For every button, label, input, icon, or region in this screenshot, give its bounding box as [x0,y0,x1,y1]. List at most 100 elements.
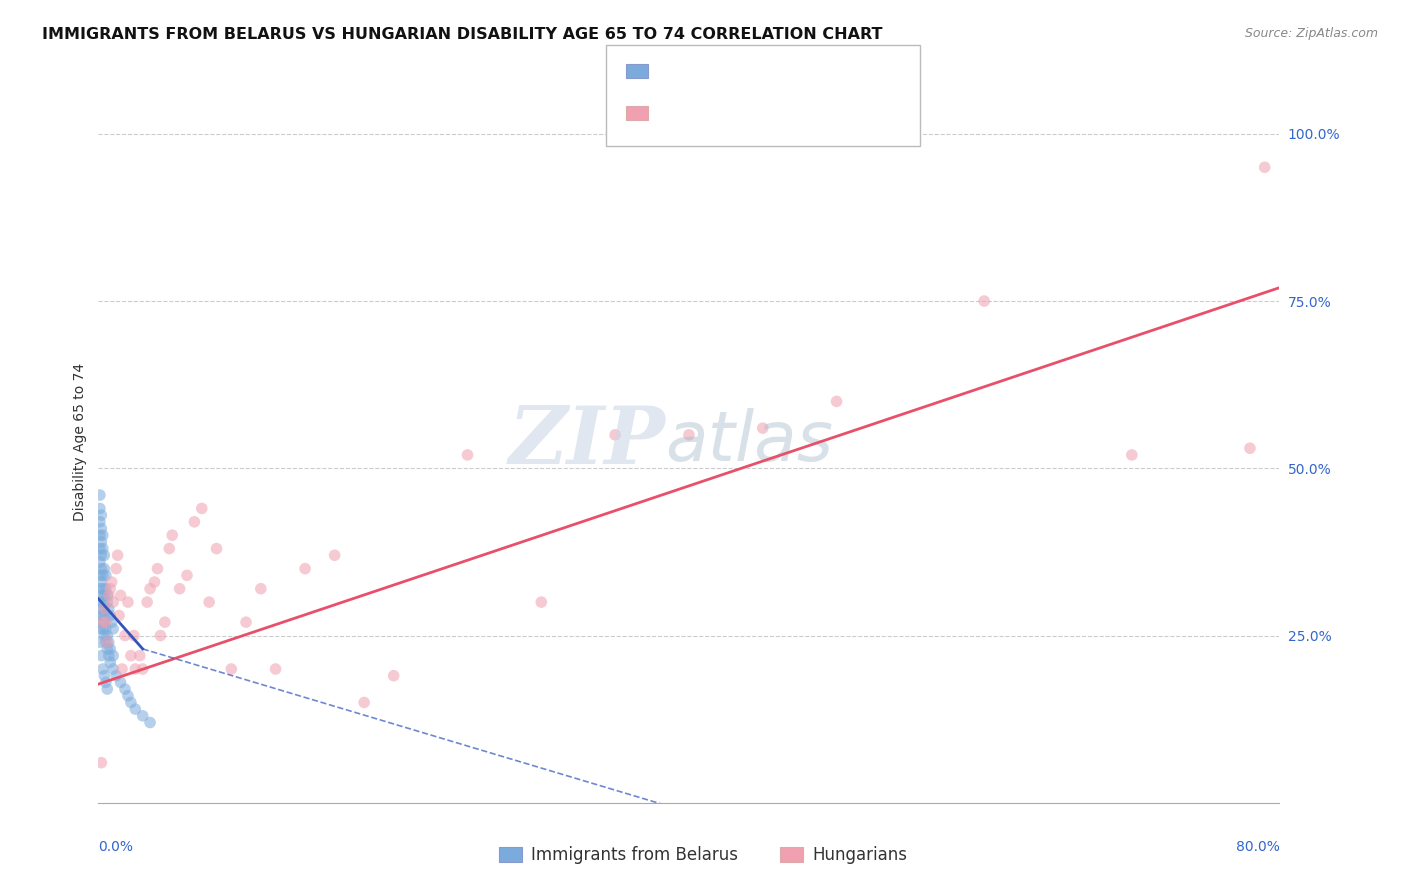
Point [98,608,121,623]
Text: -0.237: -0.237 [700,62,759,80]
Text: 67: 67 [807,62,830,80]
Y-axis label: Disability Age 65 to 74: Disability Age 65 to 74 [73,362,87,521]
Text: Source: ZipAtlas.com: Source: ZipAtlas.com [1244,27,1378,40]
Point [89,515,111,529]
Point [153,615,176,630]
Point [91,622,114,636]
Text: Immigrants from Belarus: Immigrants from Belarus [531,846,738,863]
Point [90,602,112,616]
Point [678,427,700,442]
Point [149,628,172,642]
Point [107,548,129,563]
Point [98,642,121,657]
Point [124,702,146,716]
Point [191,501,214,516]
Text: N =: N = [765,104,813,122]
Point [96,589,118,603]
Point [91,528,114,542]
Point [89,541,111,556]
Point [89,528,111,542]
Text: 0.580: 0.580 [700,104,752,122]
Point [457,448,479,462]
Text: Hungarians: Hungarians [813,846,908,863]
Point [353,696,375,710]
Text: atlas: atlas [665,408,834,475]
Point [90,589,112,603]
Text: 80.0%: 80.0% [1236,839,1279,854]
Point [96,642,118,657]
Point [103,595,125,609]
Point [114,681,136,696]
Point [103,622,125,636]
Point [89,608,111,623]
Point [139,582,162,596]
Point [110,675,132,690]
Point [108,608,131,623]
Point [96,681,118,696]
Point [825,394,848,409]
Point [90,756,112,770]
Point [100,575,122,590]
Point [94,622,117,636]
Point [128,648,150,663]
Point [89,595,111,609]
Point [132,708,155,723]
Point [91,615,114,630]
Point [176,568,198,582]
Point [90,648,112,663]
Point [93,562,115,576]
Point [96,595,118,609]
Point [605,427,627,442]
Text: R =: R = [658,104,699,122]
Point [89,488,111,502]
Point [139,715,162,730]
Point [169,582,191,596]
Point [157,541,180,556]
Point [973,294,995,309]
Point [89,582,111,596]
Point [94,568,117,582]
Point [105,562,128,576]
Point [98,582,121,596]
Point [91,541,114,556]
Point [93,602,115,616]
Point [97,602,120,616]
Point [103,648,125,663]
Point [120,696,142,710]
Point [91,608,114,623]
Point [94,675,117,690]
Point [114,628,136,642]
Point [146,562,169,576]
Point [93,628,115,642]
Point [105,669,128,683]
Point [117,595,139,609]
Point [90,508,112,523]
Point [1254,161,1277,175]
Point [120,648,142,663]
Point [90,521,112,535]
Text: IMMIGRANTS FROM BELARUS VS HUNGARIAN DISABILITY AGE 65 TO 74 CORRELATION CHART: IMMIGRANTS FROM BELARUS VS HUNGARIAN DIS… [42,27,883,42]
Point [183,515,205,529]
Point [91,582,114,596]
Point [91,595,114,609]
Point [89,568,111,582]
Point [94,582,117,596]
Point [90,548,112,563]
Point [89,555,111,569]
Point [221,662,243,676]
Text: R =: R = [658,62,695,80]
Point [235,615,257,630]
Point [91,662,114,676]
Point [162,528,183,542]
Point [1239,442,1261,455]
Point [132,662,155,676]
Point [98,655,121,669]
Point [90,575,112,590]
Point [294,562,316,576]
Point [205,541,228,556]
Point [323,548,346,563]
Text: N =: N = [765,62,813,80]
Point [117,689,139,703]
Point [90,615,112,630]
Point [89,635,111,649]
